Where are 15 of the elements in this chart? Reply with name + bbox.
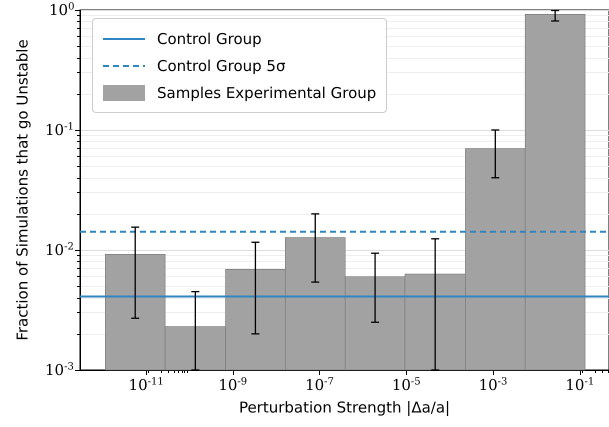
x-axis-title: Perturbation Strength |Δa/a| xyxy=(238,398,450,416)
y-tick-label: 10$^{-3}$ xyxy=(45,360,74,378)
legend-label: Control Group xyxy=(157,30,262,48)
x-tick-label: 10$^{-5}$ xyxy=(392,376,421,394)
legend-label: Samples Experimental Group xyxy=(157,84,376,102)
x-tick-label: 10$^{-7}$ xyxy=(305,376,334,394)
legend-label: Control Group 5σ xyxy=(157,56,286,74)
y-tick-label: 10$^{0}$ xyxy=(49,0,74,18)
y-axis-title: Fraction of Simulations that go Unstable xyxy=(14,39,32,341)
x-tick-label: 10$^{-9}$ xyxy=(218,376,248,394)
y-tick-label: 10$^{-2}$ xyxy=(45,240,74,258)
x-tick-label: 10$^{-3}$ xyxy=(478,376,508,394)
y-tick-label: 10$^{-1}$ xyxy=(45,120,74,138)
x-tick-label: 10$^{-1}$ xyxy=(565,376,594,394)
x-tick-label: 10$^{-11}$ xyxy=(128,376,164,394)
